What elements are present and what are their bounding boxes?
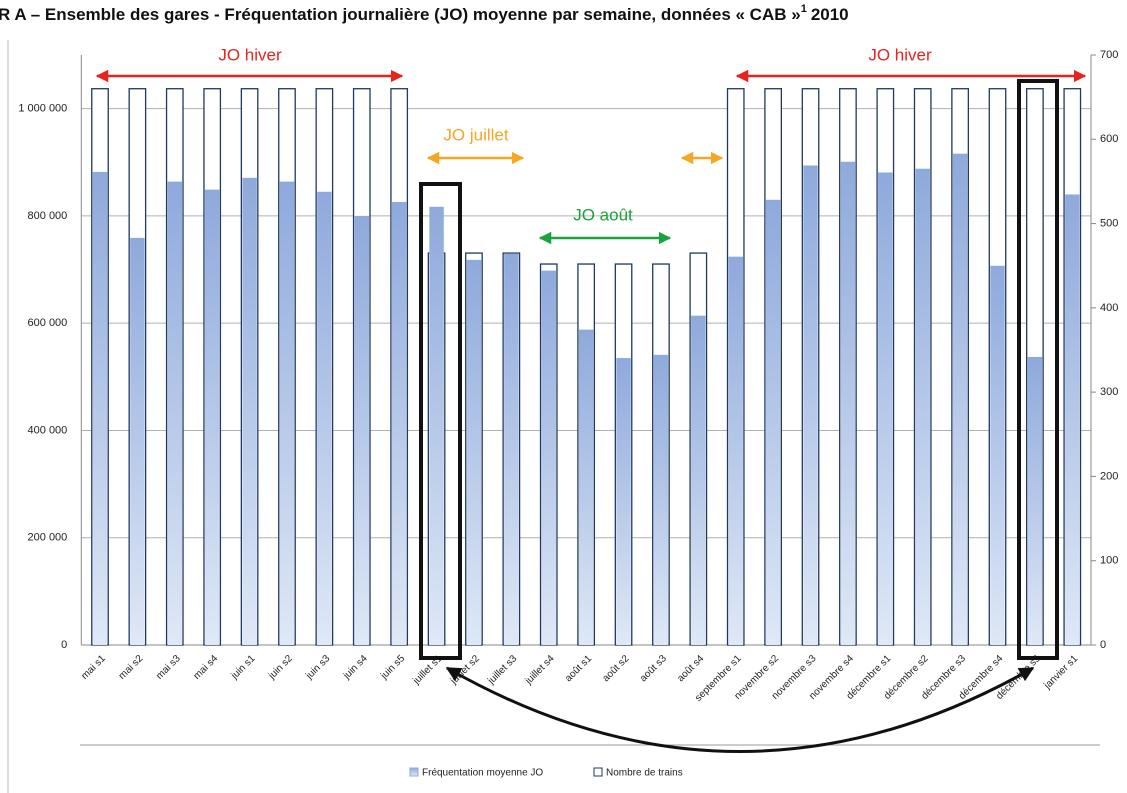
y2-tick-label: 500 [1100, 217, 1118, 229]
annotation: JO juillet [443, 125, 508, 144]
x-tick-label: août s4 [675, 653, 706, 684]
frequentation-bar [728, 256, 743, 645]
annotation: JO hiver [868, 45, 932, 64]
title-year: 2010 [811, 5, 849, 24]
x-tick-label: juin s1 [229, 653, 258, 682]
frequentation-bar [130, 237, 145, 645]
title-footnote: 1 [801, 3, 807, 15]
frequentation-bar [167, 181, 183, 645]
highlight-box [1017, 79, 1059, 660]
frequentation-bar [504, 253, 519, 645]
y-tick-label: 600 000 [28, 317, 68, 329]
frequentation-bar [391, 201, 407, 646]
y2-tick-label: 100 [1100, 555, 1118, 567]
frequentation-bar [242, 177, 257, 645]
y2-tick-label: 600 [1100, 133, 1118, 145]
y2-tick-label: 400 [1100, 302, 1118, 314]
x-tick-label: mai s1 [79, 653, 108, 682]
frequentation-bar [616, 358, 631, 645]
y-tick-label: 200 000 [28, 532, 68, 544]
x-tick-label: mai s2 [117, 653, 146, 682]
frequentation-bar [429, 206, 444, 646]
frequentation-bar [466, 259, 482, 645]
frequentation-bar [317, 191, 332, 646]
frequentation-bar [990, 265, 1005, 645]
frequentation-bar [952, 153, 968, 645]
x-tick-label: juin s3 [303, 653, 332, 682]
y2-tick-label: 0 [1100, 639, 1106, 651]
x-tick-label: août s3 [638, 653, 669, 684]
frequentation-bar [653, 354, 669, 645]
legend-swatch [409, 767, 419, 777]
frequentation-bar [204, 189, 220, 646]
frequentation-bar [915, 168, 930, 645]
curved-arrow [445, 666, 1035, 753]
frequentation-bar [279, 181, 295, 645]
y2-tick-label: 700 [1100, 49, 1118, 61]
frequentation-bar [840, 161, 856, 645]
frequentation-bar [1027, 356, 1043, 645]
annotation: JO août [573, 205, 633, 224]
x-tick-label: juin s4 [341, 653, 370, 682]
x-tick-label: juillet s3 [485, 653, 519, 687]
x-tick-label: août s1 [563, 653, 594, 684]
frequentation-bar [691, 315, 706, 645]
frequentation-bar [878, 172, 893, 646]
y2-tick-label: 200 [1100, 470, 1118, 482]
x-tick-label: août s2 [601, 653, 632, 684]
annotations: JO hiver JO hiver JO juillet JO août [95, 45, 1087, 753]
highlight-box [419, 182, 462, 660]
annotation: JO hiver [218, 45, 282, 64]
legend: Fréquentation moyenne JO Nombre de train… [409, 767, 683, 779]
y-tick-label: 1 000 000 [18, 103, 67, 115]
x-tick-label: mai s3 [154, 653, 183, 682]
x-tick-label: juin s5 [378, 653, 407, 682]
frequentation-bar [541, 270, 556, 645]
chart-title: R A – Ensemble des gares - Fréquentation… [0, 3, 849, 25]
frequentation-bar [1065, 194, 1080, 646]
frequentation-bar [92, 171, 108, 645]
x-tick-label: mai s4 [192, 653, 221, 682]
y-tick-label: 800 000 [28, 210, 68, 222]
frequentation-bar [578, 329, 594, 645]
x-tick-label: juin s2 [266, 653, 295, 682]
y-tick-label: 0 [61, 639, 67, 651]
x-tick-label: juillet s4 [523, 653, 557, 687]
title-text: R A – Ensemble des gares - Fréquentation… [0, 5, 801, 24]
plot-area: 0 200 000 400 000 600 000 800 000 1 000 000 0 1… [18, 49, 1118, 704]
frequentation-bar [765, 199, 781, 645]
y2-tick-label: 300 [1100, 386, 1118, 398]
frequentation-bar [803, 165, 818, 645]
legend-swatch [593, 767, 603, 777]
legend-label: Nombre de trains [606, 768, 683, 779]
y-tick-label: 400 000 [28, 424, 68, 436]
frequentation-bar [354, 215, 369, 645]
legend-label: Fréquentation moyenne JO [422, 768, 543, 779]
